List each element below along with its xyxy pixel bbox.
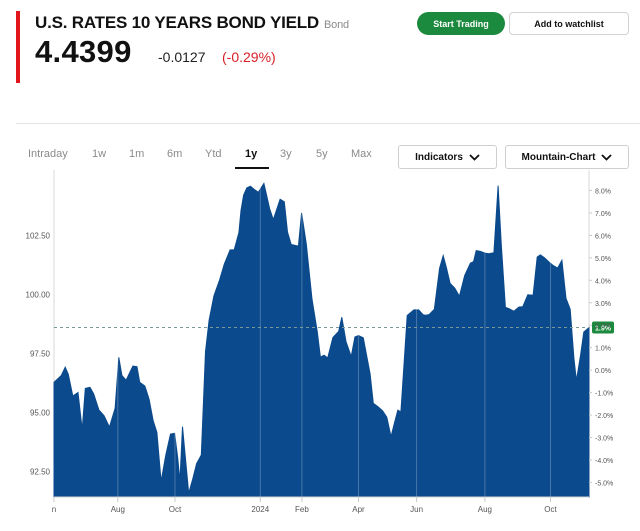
active-tab-indicator bbox=[235, 167, 269, 169]
x-tick-label: Jun bbox=[410, 505, 423, 514]
timeframe-tab-3y[interactable]: 3y bbox=[280, 148, 292, 160]
indicators-label: Indicators bbox=[415, 151, 463, 163]
chart-type-dropdown[interactable]: Mountain-Chart bbox=[505, 145, 629, 169]
y2-tick-label: 4.0% bbox=[595, 278, 611, 285]
timeframe-tab-5y[interactable]: 5y bbox=[316, 148, 328, 160]
chevron-down-icon bbox=[601, 153, 613, 161]
y2-tick-label: -1.0% bbox=[595, 391, 613, 398]
y-tick-label: 100.00 bbox=[26, 291, 51, 300]
price-chart[interactable]: 1.9% 102.50 100.00 97.50 95.00 92.50 8.0% 7.0% 6… bbox=[0, 170, 640, 531]
reference-label: 1.9% bbox=[595, 325, 612, 332]
x-tick-label: Apr bbox=[352, 505, 365, 514]
x-tick-label: Feb bbox=[295, 505, 309, 514]
timeframe-tab-max[interactable]: Max bbox=[351, 148, 372, 160]
section-divider bbox=[16, 123, 640, 124]
x-tick-label: Oct bbox=[169, 505, 182, 514]
timeframe-tab-ytd[interactable]: Ytd bbox=[205, 148, 222, 160]
y2-tick-label: 6.0% bbox=[595, 233, 611, 240]
x-tick-label: 2024 bbox=[251, 505, 269, 514]
add-to-watchlist-button[interactable]: Add to watchlist bbox=[509, 12, 629, 35]
timeframe-tab-6m[interactable]: 6m bbox=[167, 148, 183, 160]
start-trading-button[interactable]: Start Trading bbox=[417, 12, 505, 35]
y2-tick-label: 3.0% bbox=[595, 301, 611, 308]
instrument-title: U.S. RATES 10 YEARS BOND YIELD Bond bbox=[35, 13, 349, 33]
x-tick-label: Aug bbox=[478, 505, 492, 514]
y2-tick-label: 8.0% bbox=[595, 188, 611, 195]
title-text: U.S. RATES 10 YEARS BOND YIELD bbox=[35, 13, 320, 32]
y-tick-label: 95.00 bbox=[30, 409, 51, 418]
accent-bar bbox=[16, 11, 20, 83]
timeframe-tab-1m[interactable]: 1m bbox=[129, 148, 145, 160]
y2-tick-label: -2.0% bbox=[595, 413, 613, 420]
y2-tick-label: -5.0% bbox=[595, 480, 613, 487]
y2-tick-label: 2.0% bbox=[595, 323, 611, 330]
timeframe-tab-intraday[interactable]: Intraday bbox=[28, 148, 68, 160]
y-tick-label: 102.50 bbox=[26, 232, 51, 241]
series-area bbox=[53, 182, 590, 498]
y2-tick-label: 7.0% bbox=[595, 211, 611, 218]
chart-type-label: Mountain-Chart bbox=[521, 151, 596, 163]
y2-tick-label: 5.0% bbox=[595, 256, 611, 263]
y2-tick-label: -4.0% bbox=[595, 458, 613, 465]
x-tick-label: n bbox=[52, 505, 56, 514]
y2-tick-label: 0.0% bbox=[595, 368, 611, 375]
y-tick-label: 92.50 bbox=[30, 468, 51, 477]
instrument-type-tag: Bond bbox=[324, 19, 349, 31]
chevron-down-icon bbox=[469, 153, 480, 161]
x-tick-label: Oct bbox=[544, 505, 557, 514]
price-change: -0.0127 bbox=[158, 49, 206, 65]
x-tick-label: Aug bbox=[111, 505, 125, 514]
timeframe-tab-1w[interactable]: 1w bbox=[92, 148, 107, 160]
reference-badge bbox=[592, 321, 614, 334]
price-change-percent: (-0.29%) bbox=[222, 49, 276, 65]
last-price: 4.4399 bbox=[35, 34, 132, 69]
y2-tick-label: -3.0% bbox=[595, 435, 613, 442]
timeframe-tab-1y[interactable]: 1y bbox=[245, 148, 258, 160]
indicators-dropdown[interactable]: Indicators bbox=[398, 145, 497, 169]
y-tick-label: 97.50 bbox=[30, 350, 51, 359]
y2-tick-label: 1.0% bbox=[595, 346, 611, 353]
